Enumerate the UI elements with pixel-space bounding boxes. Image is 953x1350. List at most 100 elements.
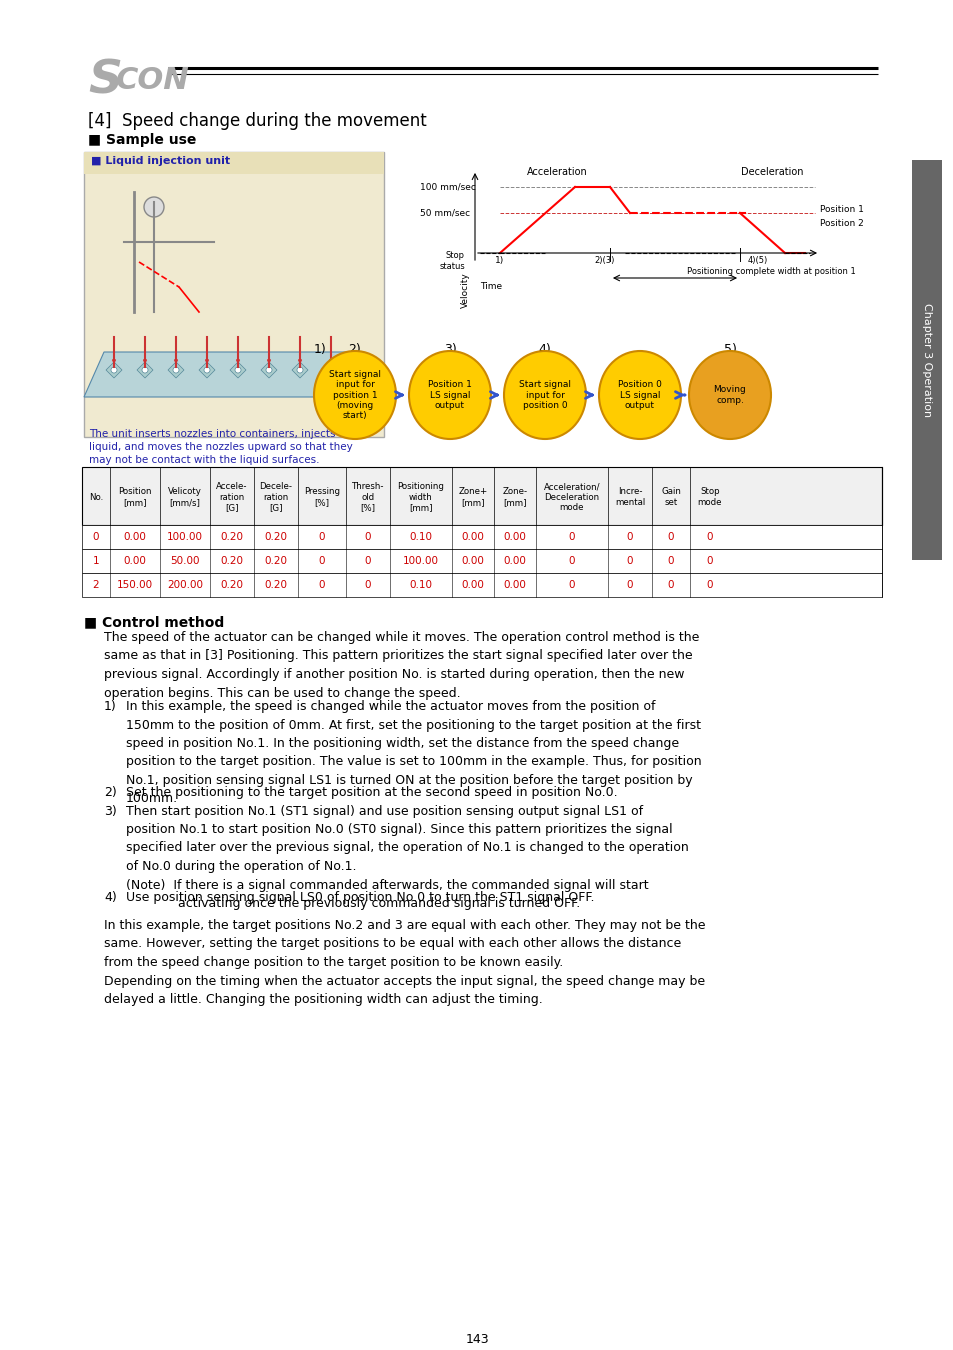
Circle shape: [142, 367, 148, 373]
Text: Moving
comp.: Moving comp.: [713, 385, 745, 405]
Text: 1): 1): [314, 343, 326, 356]
Bar: [84, 153, 384, 174]
Text: Use position sensing signal LS0 of position No.0 to turn the ST1 signal OFF.: Use position sensing signal LS0 of posit…: [126, 891, 594, 903]
Text: No.: No.: [89, 493, 103, 501]
Ellipse shape: [314, 351, 395, 439]
Text: 4): 4): [104, 891, 116, 903]
Polygon shape: [261, 362, 276, 378]
Text: 0: 0: [626, 580, 633, 590]
Text: In this example, the speed is changed while the actuator moves from the position: In this example, the speed is changed wh…: [126, 701, 700, 806]
Text: 5): 5): [722, 343, 736, 356]
Polygon shape: [106, 362, 122, 378]
Text: 0.00: 0.00: [503, 580, 526, 590]
Bar: [911, 161, 941, 560]
Text: Velicoty
[mm/s]: Velicoty [mm/s]: [168, 487, 202, 506]
Text: 0: 0: [667, 556, 674, 566]
Bar: [82, 525, 882, 549]
Text: In this example, the target positions No.2 and 3 are equal with each other. They: In this example, the target positions No…: [104, 919, 705, 1006]
Text: 0.20: 0.20: [264, 556, 287, 566]
Text: Accele-
ration
[G]: Accele- ration [G]: [216, 482, 248, 512]
Text: 0: 0: [568, 580, 575, 590]
Text: Start signal
input for
position 0: Start signal input for position 0: [518, 381, 571, 410]
Text: 0.00: 0.00: [503, 556, 526, 566]
Text: 0: 0: [667, 580, 674, 590]
Ellipse shape: [688, 351, 770, 439]
Bar: [82, 549, 882, 572]
Text: Start signal
input for
position 1
(moving
start): Start signal input for position 1 (movin…: [329, 370, 380, 420]
Text: The unit inserts nozzles into containers, injects
liquid, and moves the nozzles : The unit inserts nozzles into containers…: [89, 429, 353, 466]
Text: Time: Time: [479, 282, 501, 292]
Polygon shape: [137, 362, 152, 378]
Text: 2)(3): 2)(3): [594, 256, 615, 265]
Text: 50 mm/sec: 50 mm/sec: [419, 208, 470, 217]
Circle shape: [172, 367, 179, 373]
Text: 1: 1: [92, 556, 99, 566]
Text: 1): 1): [495, 256, 504, 265]
Polygon shape: [84, 352, 364, 397]
Polygon shape: [292, 362, 308, 378]
Text: Decele-
ration
[G]: Decele- ration [G]: [259, 482, 293, 512]
Text: Chapter 3 Operation: Chapter 3 Operation: [921, 302, 931, 417]
Text: 0.20: 0.20: [264, 580, 287, 590]
Text: Thresh-
old
[%]: Thresh- old [%]: [352, 482, 384, 512]
Text: Positioning
width
[mm]: Positioning width [mm]: [397, 482, 444, 512]
Text: Positioning complete width at position 1: Positioning complete width at position 1: [686, 267, 855, 275]
Text: 3): 3): [443, 343, 456, 356]
Text: 0: 0: [318, 556, 325, 566]
Text: 143: 143: [465, 1332, 488, 1346]
Text: 0: 0: [568, 532, 575, 541]
Text: [4]  Speed change during the movement: [4] Speed change during the movement: [88, 112, 426, 130]
Text: 0: 0: [706, 532, 713, 541]
Polygon shape: [230, 362, 246, 378]
Text: 0: 0: [626, 532, 633, 541]
Polygon shape: [323, 362, 338, 378]
Ellipse shape: [503, 351, 585, 439]
Text: 100.00: 100.00: [402, 556, 438, 566]
Text: Incre-
mental: Incre- mental: [615, 487, 644, 506]
Text: 0: 0: [706, 580, 713, 590]
Polygon shape: [199, 362, 214, 378]
Bar: [82, 467, 882, 525]
Text: 0.00: 0.00: [461, 556, 484, 566]
Text: 0.00: 0.00: [124, 532, 146, 541]
Text: 0: 0: [364, 580, 371, 590]
Text: 0: 0: [667, 532, 674, 541]
Text: Acceleration/
Deceleration
mode: Acceleration/ Deceleration mode: [543, 482, 599, 512]
Text: CON: CON: [116, 66, 190, 95]
Text: 4)(5): 4)(5): [747, 256, 767, 265]
Text: 0: 0: [706, 556, 713, 566]
Text: 1): 1): [104, 701, 116, 713]
Text: Stop
status: Stop status: [438, 251, 464, 271]
Text: 0: 0: [364, 556, 371, 566]
Ellipse shape: [409, 351, 491, 439]
Text: Stop
mode: Stop mode: [697, 487, 721, 506]
Text: Deceleration: Deceleration: [740, 167, 802, 177]
Text: 2: 2: [92, 580, 99, 590]
Circle shape: [111, 367, 117, 373]
Text: ■ Sample use: ■ Sample use: [88, 134, 196, 147]
Text: 2): 2): [104, 786, 116, 799]
Text: 0.00: 0.00: [503, 532, 526, 541]
Text: 4): 4): [538, 343, 551, 356]
Text: Gain
set: Gain set: [660, 487, 680, 506]
Circle shape: [204, 367, 210, 373]
Circle shape: [296, 367, 303, 373]
Bar: [82, 572, 882, 597]
Text: 0.00: 0.00: [124, 556, 146, 566]
Text: Position
[mm]: Position [mm]: [118, 487, 152, 506]
Text: 0.00: 0.00: [461, 580, 484, 590]
Text: 0.20: 0.20: [220, 556, 243, 566]
Text: 50.00: 50.00: [170, 556, 199, 566]
Text: 0: 0: [626, 556, 633, 566]
Text: 0.20: 0.20: [264, 532, 287, 541]
Text: 200.00: 200.00: [167, 580, 203, 590]
Text: 0.10: 0.10: [409, 532, 432, 541]
Text: Position 1: Position 1: [820, 205, 863, 215]
Text: Zone+
[mm]: Zone+ [mm]: [457, 487, 487, 506]
Text: Pressing
[%]: Pressing [%]: [304, 487, 339, 506]
Text: 0.20: 0.20: [220, 532, 243, 541]
Text: S: S: [88, 58, 122, 103]
Text: Then start position No.1 (ST1 signal) and use position sensing output signal LS1: Then start position No.1 (ST1 signal) an…: [126, 805, 688, 910]
Text: 100 mm/sec: 100 mm/sec: [419, 182, 476, 192]
Text: Position 2: Position 2: [820, 219, 862, 228]
